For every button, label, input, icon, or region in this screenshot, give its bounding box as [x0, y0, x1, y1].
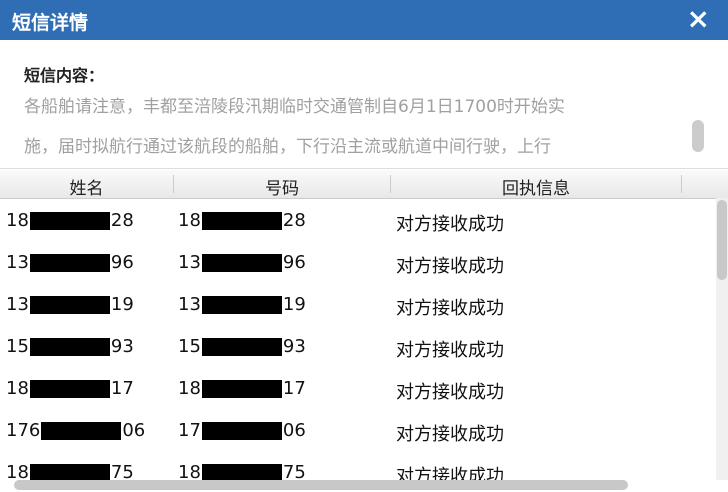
- phone-prefix: 17: [178, 420, 201, 441]
- phone-suffix: 93: [282, 336, 306, 357]
- scrollbar[interactable]: [717, 200, 727, 280]
- name-suffix: 93: [110, 336, 134, 357]
- name-cell: 176 06: [6, 420, 145, 441]
- redaction: [29, 379, 110, 398]
- table-row[interactable]: 18 17 18 17 对方接收成功: [0, 368, 714, 410]
- divider: [173, 175, 174, 193]
- name-cell: 15 93: [6, 336, 134, 357]
- table-row[interactable]: 13 19 13 19 对方接收成功: [0, 284, 714, 326]
- divider: [390, 175, 391, 193]
- name-suffix: 75: [110, 462, 134, 480]
- redaction: [201, 337, 282, 356]
- status-cell: 对方接收成功: [396, 298, 504, 319]
- table-row[interactable]: 18 75 18 75 对方接收成功: [0, 452, 714, 480]
- status-cell: 对方接收成功: [396, 340, 504, 361]
- phone-prefix: 18: [178, 378, 201, 399]
- phone-suffix: 06: [282, 420, 306, 441]
- status-cell: 对方接收成功: [396, 424, 504, 445]
- scrollbar[interactable]: [14, 480, 628, 490]
- scrollbar[interactable]: [692, 120, 704, 152]
- redaction: [201, 379, 282, 398]
- name-suffix: 96: [110, 252, 134, 273]
- name-suffix: 28: [110, 210, 134, 231]
- message-line: 施，届时拟航行通过该航段的船舶，下行沿主流或航道中间行驶，上行: [24, 137, 551, 157]
- table-row[interactable]: 18 28 18 28 对方接收成功: [0, 200, 714, 242]
- column-header[interactable]: 号码: [265, 179, 299, 199]
- name-prefix: 18: [6, 462, 29, 480]
- title-bar: 短信详情 ×: [0, 0, 728, 40]
- redaction: [201, 295, 282, 314]
- column-header[interactable]: 姓名: [69, 179, 104, 199]
- phone-suffix: 96: [282, 252, 306, 273]
- table-row[interactable]: 176 06 17 06 对方接收成功: [0, 410, 714, 452]
- redaction: [201, 211, 282, 230]
- phone-suffix: 19: [282, 294, 306, 315]
- redaction: [29, 337, 110, 356]
- phone-cell: 18 28: [178, 210, 306, 231]
- redaction: [201, 421, 282, 440]
- phone-suffix: 17: [282, 378, 306, 399]
- phone-cell: 13 96: [178, 252, 306, 273]
- message-label: 短信内容：: [24, 66, 105, 85]
- name-cell: 13 19: [6, 294, 134, 315]
- status-cell: 对方接收成功: [396, 382, 504, 403]
- phone-prefix: 15: [178, 336, 201, 357]
- divider: [681, 175, 682, 193]
- separator: [0, 168, 728, 169]
- phone-suffix: 28: [282, 210, 306, 231]
- name-prefix: 18: [6, 210, 29, 231]
- message-line: 各船舶请注意，丰都至涪陵段汛期临时交通管制自6月1日1700时开始实: [24, 97, 565, 117]
- redaction: [29, 295, 110, 314]
- redaction: [201, 253, 282, 272]
- name-cell: 13 96: [6, 252, 134, 273]
- table-header: 姓名 号码 回执信息: [0, 170, 728, 199]
- name-suffix: 06: [122, 420, 146, 441]
- name-prefix: 18: [6, 378, 29, 399]
- close-button[interactable]: ×: [686, 2, 710, 35]
- table-row[interactable]: 15 93 15 93 对方接收成功: [0, 326, 714, 368]
- name-prefix: 176: [6, 420, 41, 441]
- status-cell: 对方接收成功: [396, 256, 504, 277]
- name-suffix: 17: [110, 378, 134, 399]
- column-header[interactable]: 回执信息: [502, 179, 570, 199]
- phone-cell: 13 19: [178, 294, 306, 315]
- redaction: [29, 463, 110, 480]
- phone-cell: 18 75: [178, 462, 306, 480]
- name-cell: 18 17: [6, 378, 134, 399]
- dialog-title: 短信详情: [12, 12, 89, 34]
- name-prefix: 13: [6, 252, 29, 273]
- name-suffix: 19: [110, 294, 134, 315]
- name-prefix: 13: [6, 294, 29, 315]
- redaction: [201, 463, 282, 480]
- table-row[interactable]: 13 96 13 96 对方接收成功: [0, 242, 714, 284]
- status-cell: 对方接收成功: [396, 466, 504, 480]
- phone-prefix: 13: [178, 252, 201, 273]
- name-prefix: 15: [6, 336, 29, 357]
- redaction: [41, 421, 122, 440]
- status-cell: 对方接收成功: [396, 214, 504, 235]
- table-body: 18 28 18 28 对方接收成功 13 96 13 96 对方接收成功 13 19 13 19 对方接收…: [0, 200, 714, 480]
- phone-cell: 15 93: [178, 336, 306, 357]
- name-cell: 18 75: [6, 462, 134, 480]
- phone-suffix: 75: [282, 462, 306, 480]
- phone-prefix: 13: [178, 294, 201, 315]
- redaction: [29, 253, 110, 272]
- phone-cell: 18 17: [178, 378, 306, 399]
- name-cell: 18 28: [6, 210, 134, 231]
- phone-prefix: 18: [178, 210, 201, 231]
- phone-prefix: 18: [178, 462, 201, 480]
- redaction: [29, 211, 110, 230]
- phone-cell: 17 06: [178, 420, 306, 441]
